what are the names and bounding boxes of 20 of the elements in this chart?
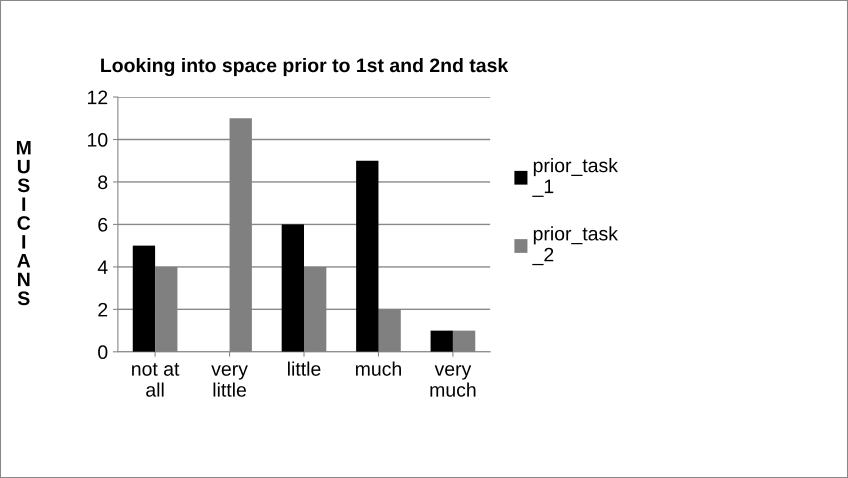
bar: [132, 246, 156, 352]
legend-label: prior_task_2: [532, 226, 618, 266]
legend-label: prior_task_1: [532, 158, 618, 197]
y-tick-label: 12: [88, 90, 108, 104]
x-tick-label: much: [356, 362, 401, 376]
y-tick-label: 0: [98, 345, 108, 360]
y-tick-label: 4: [98, 260, 108, 274]
x-tick-label: not at all: [132, 363, 180, 397]
y-tick-label: 8: [98, 175, 108, 190]
bar: [356, 160, 378, 352]
chart-title: Looking into space prior to 1st and 2nd task: [101, 58, 508, 76]
bar: [430, 330, 453, 352]
text: MUSICIANS: [16, 140, 31, 306]
y-tick-label: 2: [98, 302, 108, 316]
x-tick-label: very little: [211, 365, 248, 397]
x-tick-label: very much: [430, 365, 476, 397]
bar: [282, 224, 304, 352]
y-tick-label: 10: [88, 132, 108, 147]
x-tick-label: little: [288, 362, 320, 376]
y-tick-label: 6: [98, 218, 108, 232]
